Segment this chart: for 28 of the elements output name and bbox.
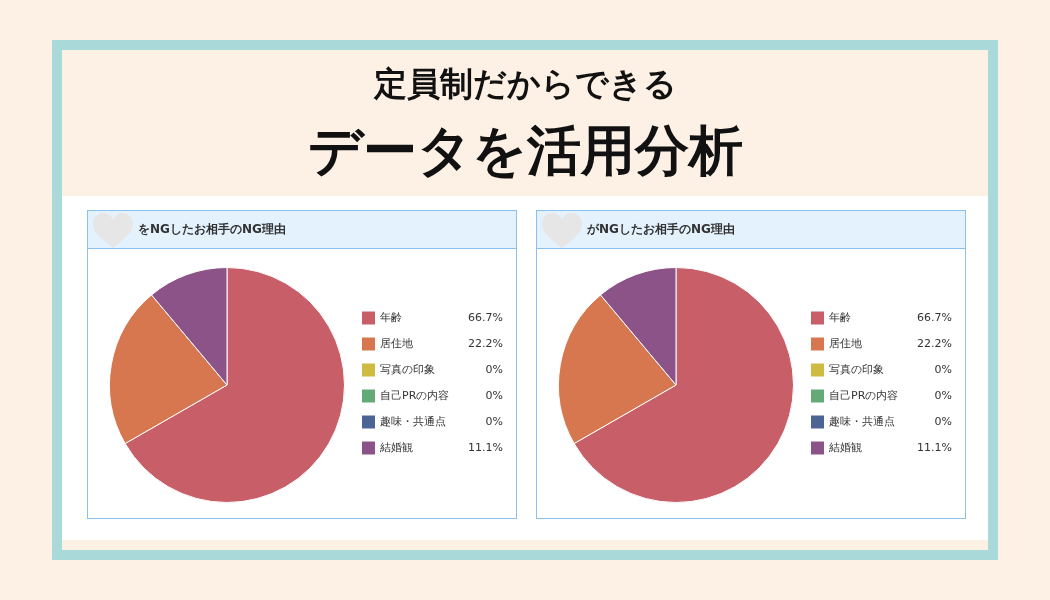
data-label: 11.1%: [917, 440, 952, 454]
data-label: 11.1%: [468, 440, 503, 454]
legend-label: 自己PRの内容: [380, 388, 450, 402]
legend-label: 結婚観: [828, 440, 862, 454]
text: 0%: [485, 388, 503, 402]
legend-label: 居住地: [380, 336, 413, 350]
text: 0%: [485, 362, 503, 376]
data-label: 66.7%: [917, 310, 952, 324]
legend-label: 写真の印象: [829, 362, 884, 376]
text: 定員制だからできる: [372, 64, 678, 104]
chart-title: をNGしたお相手のNG理由: [138, 221, 286, 238]
data-label: 22.2%: [468, 336, 503, 350]
legend-label: 年齢: [380, 310, 402, 324]
legend-label: 結婚観: [379, 440, 413, 454]
legend-label: 趣味・共通点: [380, 414, 446, 428]
text: 0%: [485, 414, 503, 428]
legend-label: 年齢: [829, 310, 851, 324]
text: 0%: [934, 362, 952, 376]
text: 0%: [934, 414, 952, 428]
text: データを活用分析: [306, 118, 744, 184]
legend-label: 自己PRの内容: [829, 388, 899, 402]
data-label: 66.7%: [468, 310, 503, 324]
chart-title: がNGしたお相手のNG理由: [587, 221, 735, 238]
legend-label: 写真の印象: [380, 362, 435, 376]
data-label: 22.2%: [917, 336, 952, 350]
text: 0%: [934, 388, 952, 402]
legend-label: 趣味・共通点: [829, 414, 895, 428]
legend-label: 居住地: [829, 336, 862, 350]
